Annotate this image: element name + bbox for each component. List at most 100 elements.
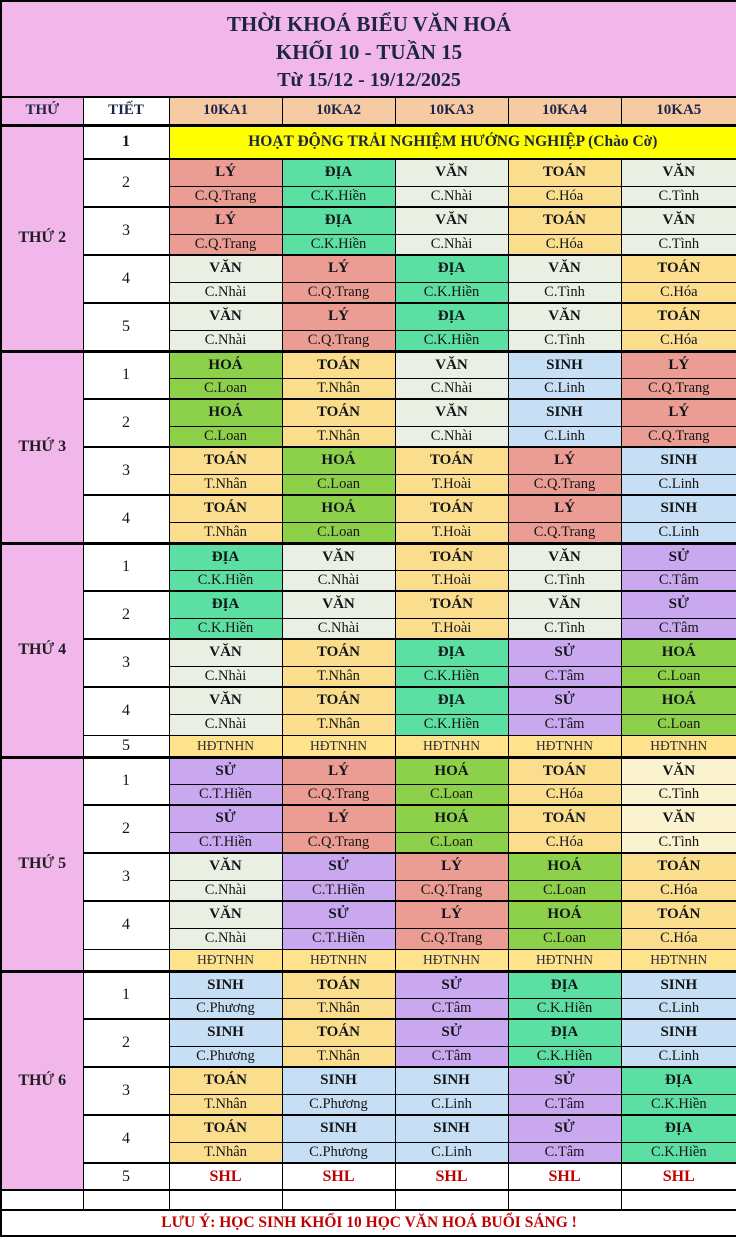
column-header-class-10ka1: 10KA1 (168, 96, 283, 126)
teacher-cell: C.Loan (168, 425, 283, 448)
teacher-cell: C.Tình (507, 329, 622, 352)
subject-cell: HOÁ (281, 446, 396, 475)
shl-cell: SHL (281, 1162, 396, 1191)
subject-cell: LÝ (620, 398, 736, 427)
subject-cell: VĂN (168, 254, 283, 283)
hdtnhn-cell: HĐTNHN (281, 734, 396, 758)
lesson-subject-row: 3 TOÁN SINH SINH SỬ ĐỊA (1, 1066, 736, 1116)
teacher-cell: C.Hóa (620, 879, 736, 902)
lesson-subject-row: 3 TOÁN HOÁ TOÁN LÝ SINH (1, 446, 736, 496)
subject-cell: ĐỊA (168, 590, 283, 619)
teacher-cell: C.Q.Trang (507, 521, 622, 544)
subject-cell: TOÁN (620, 254, 736, 283)
subject-cell: TOÁN (620, 852, 736, 881)
teacher-cell: C.Q.Trang (168, 233, 283, 256)
teacher-cell: C.Tình (507, 569, 622, 592)
subject-cell: HOÁ (507, 900, 622, 929)
subject-cell: TOÁN (281, 398, 396, 427)
subject-cell: TOÁN (394, 494, 509, 523)
teacher-cell: T.Nhân (281, 1045, 396, 1068)
teacher-cell: C.K.Hiền (168, 569, 283, 592)
teacher-cell: C.Linh (620, 1045, 736, 1068)
hdtnhn-cell: HĐTNHN (168, 734, 283, 758)
teacher-cell: C.K.Hiền (394, 329, 509, 352)
teacher-cell: C.Hóa (620, 329, 736, 352)
teacher-cell: T.Nhân (168, 1093, 283, 1116)
period-number: 1 (82, 969, 170, 1020)
teacher-cell: C.Q.Trang (620, 377, 736, 400)
empty-cell (620, 1189, 736, 1211)
period-number: 5 (82, 302, 170, 352)
subject-cell: ĐỊA (394, 302, 509, 331)
subject-cell: ĐỊA (281, 206, 396, 235)
subject-cell: VĂN (168, 900, 283, 929)
lesson-subject-row: 4 TOÁN HOÁ TOÁN LÝ SINH (1, 494, 736, 544)
empty-cell (281, 1189, 396, 1211)
teacher-cell: C.Q.Trang (281, 783, 396, 806)
lesson-teacher-row: T.Nhân C.Phương C.Linh C.Tâm C.K.Hiền (1, 1093, 736, 1116)
teacher-cell: T.Hoài (394, 617, 509, 640)
teacher-cell: C.Tình (507, 281, 622, 304)
subject-cell: VĂN (168, 852, 283, 881)
subject-cell: TOÁN (281, 686, 396, 715)
subject-cell: SỬ (168, 804, 283, 833)
teacher-cell: C.T.Hiền (281, 927, 396, 950)
teacher-cell: C.T.Hiền (281, 879, 396, 902)
period-number: 3 (82, 1066, 170, 1116)
subject-cell: LÝ (620, 349, 736, 379)
teacher-cell: C.Hóa (507, 831, 622, 854)
subject-cell: SỬ (281, 900, 396, 929)
teacher-cell: C.Hóa (507, 233, 622, 256)
subject-cell: ĐỊA (620, 1114, 736, 1143)
teacher-cell: C.Tình (620, 783, 736, 806)
subject-cell: VĂN (507, 254, 622, 283)
empty-cell (82, 1189, 170, 1211)
subject-cell: LÝ (394, 900, 509, 929)
lesson-subject-row: 2 SỬ LÝ HOÁ TOÁN VĂN (1, 804, 736, 854)
teacher-cell: C.Loan (507, 927, 622, 950)
teacher-cell: C.Tâm (394, 1045, 509, 1068)
subject-cell: VĂN (168, 638, 283, 667)
date-range: Từ 15/12 - 19/12/2025 (277, 69, 461, 91)
period-number: 5 (82, 734, 170, 758)
empty-row (0, 1189, 736, 1211)
teacher-cell: C.K.Hiền (620, 1093, 736, 1116)
subject-cell: TOÁN (507, 206, 622, 235)
teacher-cell: C.Loan (394, 783, 509, 806)
period-number: 3 (82, 638, 170, 688)
subject-cell: SINH (394, 1114, 509, 1143)
teacher-cell: T.Nhân (281, 997, 396, 1020)
period-number: 4 (82, 254, 170, 304)
subject-cell: VĂN (281, 590, 396, 619)
lesson-subject-row: 4 VĂN SỬ LÝ HOÁ TOÁN (1, 900, 736, 950)
lesson-subject-row: 2 HOÁ TOÁN VĂN SINH LÝ (1, 398, 736, 448)
subject-cell: VĂN (168, 686, 283, 715)
subject-cell: SINH (507, 398, 622, 427)
banner-row: THỨ 2 1 HOẠT ĐỘNG TRẢI NGHIỆM HƯỚNG NGHIỆP… (0, 123, 736, 352)
period-number: 3 (82, 206, 170, 256)
subject-cell: TOÁN (281, 1018, 396, 1047)
subject-cell: SỬ (620, 590, 736, 619)
subject-cell: ĐỊA (281, 158, 396, 187)
teacher-cell: C.Q.Trang (620, 425, 736, 448)
teacher-cell: C.Loan (620, 665, 736, 688)
teacher-cell: C.Tâm (507, 665, 622, 688)
subject-cell: LÝ (281, 755, 396, 785)
subject-cell: TOÁN (620, 302, 736, 331)
lesson-teacher-row: C.T.Hiền C.Q.Trang C.Loan C.Hóa C.Tình (1, 783, 736, 806)
teacher-cell: C.Q.Trang (281, 281, 396, 304)
teacher-cell: C.Hóa (620, 927, 736, 950)
teacher-cell: C.K.Hiền (281, 185, 396, 208)
lesson-teacher-row: T.Nhân C.Loan T.Hoài C.Q.Trang C.Linh (1, 521, 736, 544)
teacher-cell: C.Tình (620, 185, 736, 208)
subject-cell: VĂN (620, 206, 736, 235)
hdtnhn-cell: HĐTNHN (620, 734, 736, 758)
teacher-cell: T.Nhân (281, 665, 396, 688)
teacher-cell: T.Nhân (168, 521, 283, 544)
subject-cell: SINH (620, 969, 736, 999)
subject-cell: SỬ (394, 969, 509, 999)
teacher-cell: T.Nhân (281, 377, 396, 400)
teacher-cell: T.Nhân (281, 713, 396, 736)
subject-cell: ĐỊA (507, 969, 622, 999)
